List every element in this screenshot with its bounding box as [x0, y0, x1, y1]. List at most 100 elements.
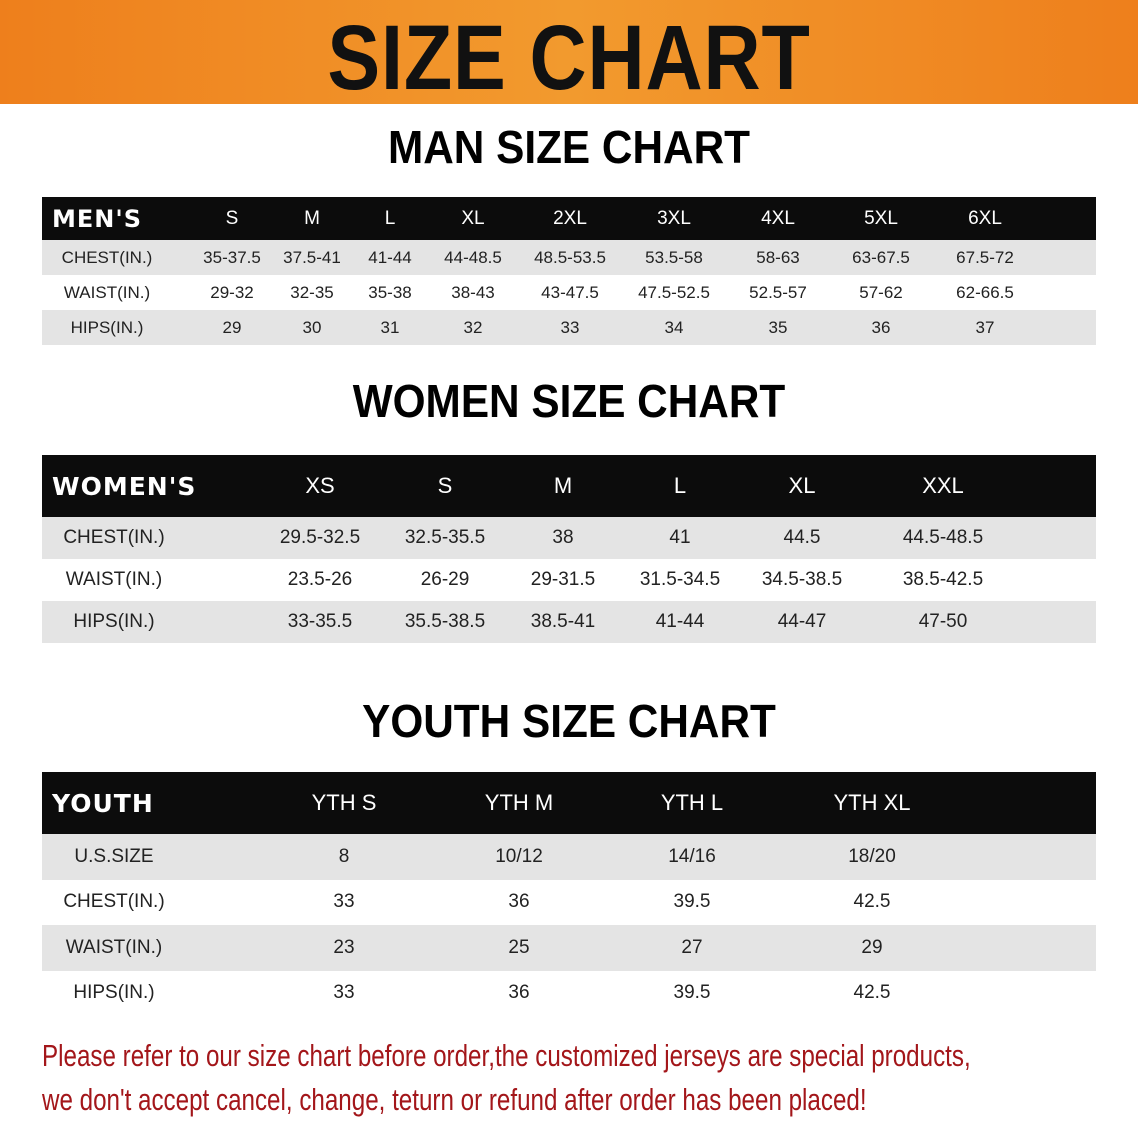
value-cell: 34 [664, 317, 684, 337]
value-cell: 8 [338, 845, 350, 867]
value-cell: 41-44 [655, 611, 705, 633]
youth-size-table: YOUTH YTH S YTH M YTH L YTH XL U.S.SIZE 8 10/12… [42, 772, 1096, 1016]
value-cell: 58-63 [756, 247, 800, 267]
row-label: HIPS(IN.) [70, 317, 144, 337]
size-header-cell: M [304, 207, 320, 229]
table-row: WAIST(IN.) 23 25 27 29 [42, 925, 1096, 971]
notice-line-1: Please refer to our size chart before or… [42, 1038, 971, 1073]
value-cell: 35-38 [368, 282, 412, 302]
row-label: HIPS(IN.) [73, 611, 155, 633]
men-section-title: MAN SIZE CHART [387, 121, 751, 173]
size-header-cell: YTH S [311, 790, 377, 816]
table-row: HIPS(IN.) 33 36 39.5 42.5 [42, 970, 1096, 1016]
value-cell: 31 [380, 317, 400, 337]
value-cell: 35.5-38.5 [404, 611, 486, 633]
value-cell: 10/12 [495, 845, 543, 867]
youth-section-title: YOUTH SIZE CHART [362, 695, 776, 747]
value-cell: 33 [560, 317, 580, 337]
value-cell: 52.5-57 [749, 282, 807, 302]
table-row: WAIST(IN.) 23.5-26 26-29 29-31.5 31.5-34.5 34… [42, 559, 1096, 601]
row-label: WAIST(IN.) [65, 569, 163, 591]
row-label: CHEST(IN.) [61, 247, 153, 267]
size-header-cell: YTH M [484, 790, 554, 816]
value-cell: 57-62 [859, 282, 903, 302]
value-cell: 41-44 [368, 247, 412, 267]
value-cell: 29 [861, 936, 883, 958]
table-row: WAIST(IN.) 29-32 32-35 35-38 38-43 43-47.5 47.… [42, 275, 1096, 310]
size-header-cell: L [673, 473, 687, 499]
size-header-cell: M [553, 473, 573, 499]
value-cell: 35-37.5 [203, 247, 261, 267]
value-cell: 35 [768, 317, 788, 337]
men-header-label: MEN'S [52, 204, 142, 233]
size-header-cell: 6XL [968, 207, 1002, 229]
women-header-label: WOMEN'S [52, 471, 197, 501]
value-cell: 29-31.5 [530, 569, 596, 591]
value-cell: 48.5-53.5 [534, 247, 606, 267]
value-cell: 29 [222, 317, 242, 337]
youth-header-row: YOUTH YTH S YTH M YTH L YTH XL [42, 772, 1096, 834]
value-cell: 38.5-42.5 [902, 569, 984, 591]
size-header-cell: S [437, 473, 453, 499]
value-cell: 38.5-41 [530, 611, 596, 633]
notice-line-2: we don't accept cancel, change, teturn o… [42, 1082, 867, 1117]
row-label: U.S.SIZE [74, 845, 154, 867]
youth-header-label: YOUTH [52, 788, 154, 818]
value-cell: 38 [552, 527, 574, 549]
value-cell: 30 [302, 317, 322, 337]
value-cell: 33-35.5 [287, 611, 353, 633]
value-cell: 27 [681, 936, 703, 958]
value-cell: 44.5-48.5 [902, 527, 984, 549]
value-cell: 47-50 [918, 611, 968, 633]
table-row: HIPS(IN.) 33-35.5 35.5-38.5 38.5-41 41-44 44-… [42, 601, 1096, 643]
row-label: CHEST(IN.) [63, 527, 165, 549]
value-cell: 42.5 [853, 982, 891, 1004]
row-label: WAIST(IN.) [63, 282, 151, 302]
size-header-cell: XL [461, 207, 485, 229]
value-cell: 39.5 [673, 891, 711, 913]
size-header-cell: YTH L [660, 790, 724, 816]
value-cell: 67.5-72 [956, 247, 1014, 267]
value-cell: 36 [508, 982, 530, 1004]
size-header-cell: 4XL [761, 207, 795, 229]
men-size-table: MEN'S S M L XL 2XL 3XL 4XL 5XL 6XL CHEST(IN.) 35-37… [42, 197, 1096, 345]
page-title: SIZE CHART [327, 7, 811, 109]
value-cell: 32.5-35.5 [404, 527, 486, 549]
size-header-cell: L [384, 207, 396, 229]
row-label: HIPS(IN.) [73, 982, 155, 1004]
value-cell: 29.5-32.5 [279, 527, 361, 549]
value-cell: 25 [508, 936, 530, 958]
value-cell: 33 [333, 982, 355, 1004]
size-header-cell: 2XL [553, 207, 587, 229]
table-row: HIPS(IN.) 29 30 31 32 33 34 35 36 37 [42, 310, 1096, 345]
size-header-cell: XL [788, 473, 816, 499]
table-row: U.S.SIZE 8 10/12 14/16 18/20 [42, 834, 1096, 880]
value-cell: 23.5-26 [287, 569, 353, 591]
table-row: CHEST(IN.) 29.5-32.5 32.5-35.5 38 41 44.5 44.5… [42, 517, 1096, 559]
value-cell: 38-43 [451, 282, 495, 302]
table-row: CHEST(IN.) 35-37.5 37.5-41 41-44 44-48.5 48.5… [42, 240, 1096, 275]
value-cell: 14/16 [668, 845, 716, 867]
value-cell: 42.5 [853, 891, 891, 913]
value-cell: 36 [871, 317, 891, 337]
men-header-row: MEN'S S M L XL 2XL 3XL 4XL 5XL 6XL [42, 197, 1096, 240]
women-size-table: WOMEN'S XS S M L XL XXL CHEST(IN.) 29.5-32.5 32.5… [42, 455, 1096, 643]
banner: SIZE CHART [0, 0, 1138, 109]
value-cell: 32-35 [290, 282, 334, 302]
table-row: CHEST(IN.) 33 36 39.5 42.5 [42, 879, 1096, 925]
value-cell: 33 [333, 891, 355, 913]
value-cell: 36 [508, 891, 530, 913]
value-cell: 41 [669, 527, 691, 549]
women-header-row: WOMEN'S XS S M L XL XXL [42, 455, 1096, 517]
value-cell: 23 [333, 936, 355, 958]
size-header-cell: S [225, 207, 239, 229]
row-label: CHEST(IN.) [63, 891, 165, 913]
value-cell: 62-66.5 [956, 282, 1014, 302]
value-cell: 18/20 [848, 845, 896, 867]
size-header-cell: XXL [922, 473, 964, 499]
value-cell: 44.5 [783, 527, 821, 549]
value-cell: 32 [463, 317, 483, 337]
value-cell: 47.5-52.5 [638, 282, 710, 302]
size-header-cell: XS [305, 473, 335, 499]
value-cell: 29-32 [210, 282, 254, 302]
